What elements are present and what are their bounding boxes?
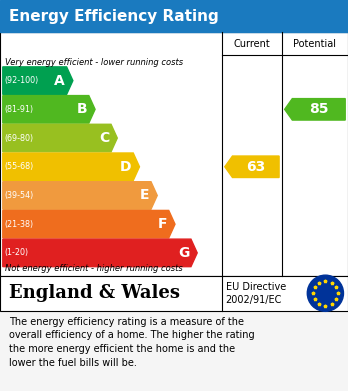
Text: (92-100): (92-100) — [5, 76, 39, 85]
Text: Not energy efficient - higher running costs: Not energy efficient - higher running co… — [5, 264, 183, 273]
Text: EU Directive
2002/91/EC: EU Directive 2002/91/EC — [226, 282, 286, 305]
Text: G: G — [178, 246, 189, 260]
Bar — [0, 0, 348, 32]
Text: 63: 63 — [246, 160, 265, 174]
Text: 85: 85 — [309, 102, 328, 117]
Polygon shape — [3, 95, 95, 123]
Text: The energy efficiency rating is a measure of the
overall efficiency of a home. T: The energy efficiency rating is a measur… — [9, 317, 254, 368]
Polygon shape — [3, 210, 175, 238]
Text: A: A — [54, 74, 65, 88]
Text: Potential: Potential — [293, 39, 337, 49]
Polygon shape — [225, 156, 279, 178]
Polygon shape — [3, 124, 117, 152]
Text: D: D — [120, 160, 132, 174]
Text: B: B — [77, 102, 87, 117]
Text: C: C — [99, 131, 109, 145]
Text: Current: Current — [234, 39, 270, 49]
Text: (1-20): (1-20) — [5, 248, 29, 257]
Polygon shape — [3, 153, 140, 181]
Text: Very energy efficient - lower running costs: Very energy efficient - lower running co… — [5, 58, 183, 67]
Text: F: F — [158, 217, 167, 231]
Bar — [0, 32, 348, 276]
Polygon shape — [3, 67, 73, 94]
Text: (21-38): (21-38) — [5, 220, 34, 229]
Text: (39-54): (39-54) — [5, 191, 34, 200]
Text: Energy Efficiency Rating: Energy Efficiency Rating — [9, 9, 219, 24]
Text: (55-68): (55-68) — [5, 162, 34, 171]
Ellipse shape — [307, 275, 343, 311]
Bar — [0, 276, 348, 311]
Polygon shape — [3, 182, 157, 209]
Text: (81-91): (81-91) — [5, 105, 34, 114]
Polygon shape — [285, 99, 345, 120]
Polygon shape — [3, 239, 197, 267]
Text: E: E — [140, 188, 149, 203]
Text: (69-80): (69-80) — [5, 134, 34, 143]
Text: England & Wales: England & Wales — [9, 284, 180, 302]
